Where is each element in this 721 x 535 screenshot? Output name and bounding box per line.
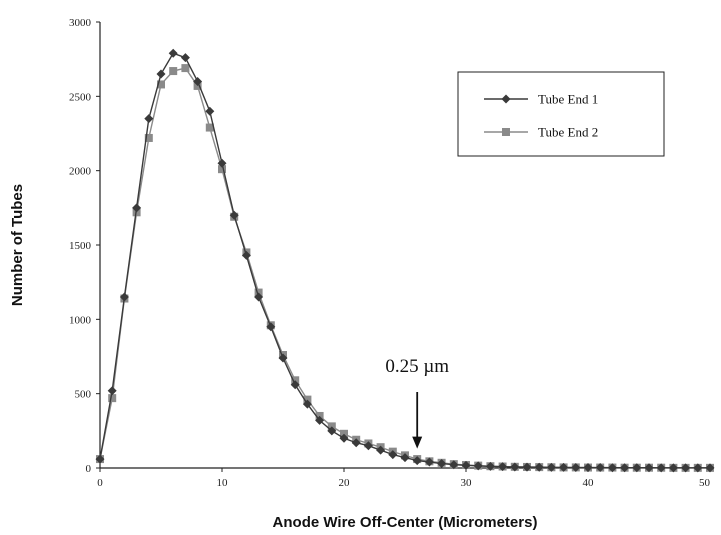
x-tick-label: 10 bbox=[217, 477, 229, 489]
x-tick-label: 50 bbox=[699, 477, 711, 489]
data-point bbox=[144, 114, 154, 124]
y-axis-label: Number of Tubes bbox=[9, 184, 26, 306]
legend-items: Tube End 1 Tube End 2 bbox=[484, 92, 598, 140]
data-point bbox=[522, 462, 532, 472]
legend-marker bbox=[501, 94, 511, 104]
x-ticks: 0 10 20 30 40 50 bbox=[97, 468, 711, 489]
data-point bbox=[534, 462, 544, 472]
legend-label: Tube End 2 bbox=[538, 125, 598, 140]
x-tick-label: 20 bbox=[339, 477, 351, 489]
data-point bbox=[229, 210, 239, 220]
plot-area: 0 500 1000 1500 2000 2500 3000 0 10 20 30 40 50 bbox=[69, 17, 715, 489]
data-point bbox=[193, 76, 203, 86]
legend-box bbox=[457, 71, 665, 157]
data-point bbox=[327, 426, 337, 436]
y-tick-label: 2500 bbox=[69, 91, 92, 103]
data-point bbox=[95, 454, 105, 464]
data-point bbox=[254, 292, 264, 302]
legend-marker bbox=[502, 128, 510, 136]
series-layer bbox=[95, 48, 715, 473]
data-point bbox=[107, 386, 117, 396]
x-tick-label: 30 bbox=[461, 477, 473, 489]
data-point bbox=[266, 322, 276, 332]
y-tick-label: 1500 bbox=[69, 240, 92, 252]
y-tick-label: 0 bbox=[86, 463, 92, 475]
data-point bbox=[461, 460, 471, 470]
data-point bbox=[376, 445, 386, 455]
data-point bbox=[656, 463, 666, 473]
data-point bbox=[315, 415, 325, 425]
annotation-text: 0.25 µm bbox=[385, 356, 449, 377]
data-point bbox=[705, 463, 715, 473]
data-point bbox=[168, 48, 178, 58]
series-tube-end-1 bbox=[95, 48, 715, 473]
data-point bbox=[644, 463, 654, 473]
data-point bbox=[681, 463, 691, 473]
data-point bbox=[302, 399, 312, 409]
data-point bbox=[693, 463, 703, 473]
data-point bbox=[157, 80, 165, 89]
data-point bbox=[108, 394, 117, 403]
data-point bbox=[180, 53, 190, 63]
data-point bbox=[571, 463, 581, 473]
data-point bbox=[595, 463, 605, 473]
data-point bbox=[181, 64, 190, 73]
data-point bbox=[388, 450, 398, 460]
y-tick-label: 2000 bbox=[69, 166, 92, 178]
data-point bbox=[217, 158, 227, 168]
data-point bbox=[351, 438, 361, 448]
data-point bbox=[620, 463, 630, 473]
data-point bbox=[144, 133, 153, 142]
x-axis-label: Anode Wire Off-Center (Micrometers) bbox=[273, 514, 538, 531]
data-point bbox=[169, 67, 178, 76]
data-point bbox=[205, 106, 215, 116]
data-point bbox=[485, 461, 495, 471]
data-point bbox=[119, 292, 129, 302]
x-tick-label: 0 bbox=[97, 477, 103, 489]
data-point bbox=[583, 463, 593, 473]
data-point bbox=[449, 460, 459, 470]
x-tick-label: 40 bbox=[583, 477, 595, 489]
data-point bbox=[632, 463, 642, 473]
data-point bbox=[132, 203, 142, 213]
legend-item: Tube End 2 bbox=[484, 125, 598, 140]
data-point bbox=[205, 123, 214, 132]
data-point bbox=[278, 353, 288, 363]
legend-label: Tube End 1 bbox=[538, 92, 598, 107]
data-point bbox=[473, 461, 483, 471]
annotation: 0.25 µm bbox=[385, 356, 449, 449]
data-point bbox=[156, 69, 166, 79]
data-point bbox=[339, 433, 349, 443]
data-point bbox=[241, 250, 251, 260]
data-point bbox=[437, 459, 447, 469]
data-point bbox=[559, 462, 569, 472]
data-point bbox=[412, 456, 422, 466]
y-tick-label: 3000 bbox=[69, 17, 92, 29]
legend-item: Tube End 1 bbox=[484, 92, 598, 107]
data-point bbox=[498, 462, 508, 472]
y-ticks: 0 500 1000 1500 2000 2500 3000 bbox=[69, 17, 100, 475]
data-point bbox=[424, 457, 434, 467]
annotation-arrowhead bbox=[412, 436, 423, 449]
data-point bbox=[510, 462, 520, 472]
data-point bbox=[290, 380, 300, 390]
data-point bbox=[668, 463, 678, 473]
legend: Tube End 1 Tube End 2 bbox=[457, 71, 665, 157]
data-point bbox=[546, 462, 556, 472]
y-tick-label: 1000 bbox=[69, 314, 92, 326]
data-point bbox=[218, 165, 226, 174]
data-point bbox=[400, 453, 410, 463]
data-point bbox=[363, 441, 373, 451]
data-point bbox=[607, 463, 617, 473]
y-tick-label: 500 bbox=[75, 389, 92, 401]
